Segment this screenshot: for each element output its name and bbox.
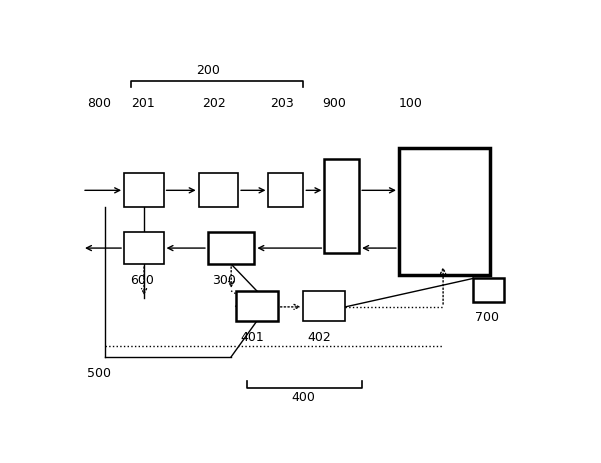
- Text: 900: 900: [322, 97, 346, 110]
- Bar: [236, 291, 278, 321]
- Bar: [399, 148, 490, 275]
- Text: 201: 201: [131, 97, 155, 110]
- Bar: [124, 173, 163, 207]
- Text: 401: 401: [240, 331, 264, 344]
- Bar: [325, 159, 359, 253]
- Bar: [269, 173, 304, 207]
- Text: 300: 300: [213, 274, 236, 287]
- Bar: [208, 232, 254, 264]
- Text: 700: 700: [475, 311, 499, 324]
- Text: 402: 402: [307, 331, 331, 344]
- Bar: [474, 278, 504, 301]
- Text: 600: 600: [130, 274, 154, 287]
- Text: 400: 400: [291, 391, 316, 404]
- Text: 500: 500: [87, 367, 111, 380]
- Text: 100: 100: [399, 97, 423, 110]
- Text: 202: 202: [202, 97, 225, 110]
- Bar: [198, 173, 238, 207]
- Bar: [304, 291, 345, 321]
- Text: 800: 800: [87, 97, 111, 110]
- Text: 200: 200: [196, 64, 220, 77]
- Bar: [124, 232, 163, 264]
- Text: 203: 203: [270, 97, 293, 110]
